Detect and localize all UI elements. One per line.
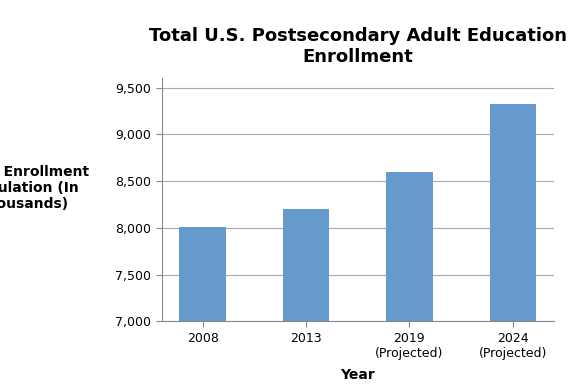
X-axis label: Year: Year <box>340 368 375 382</box>
Text: Total U.S. Postsecondary Adult Education
Enrollment: Total U.S. Postsecondary Adult Education… <box>149 27 567 66</box>
Bar <box>386 172 433 392</box>
Bar <box>283 209 329 392</box>
Bar <box>489 103 536 392</box>
Bar <box>179 227 226 392</box>
Text: Adult Enrollment
Population (In
Thousands): Adult Enrollment Population (In Thousand… <box>0 165 89 211</box>
